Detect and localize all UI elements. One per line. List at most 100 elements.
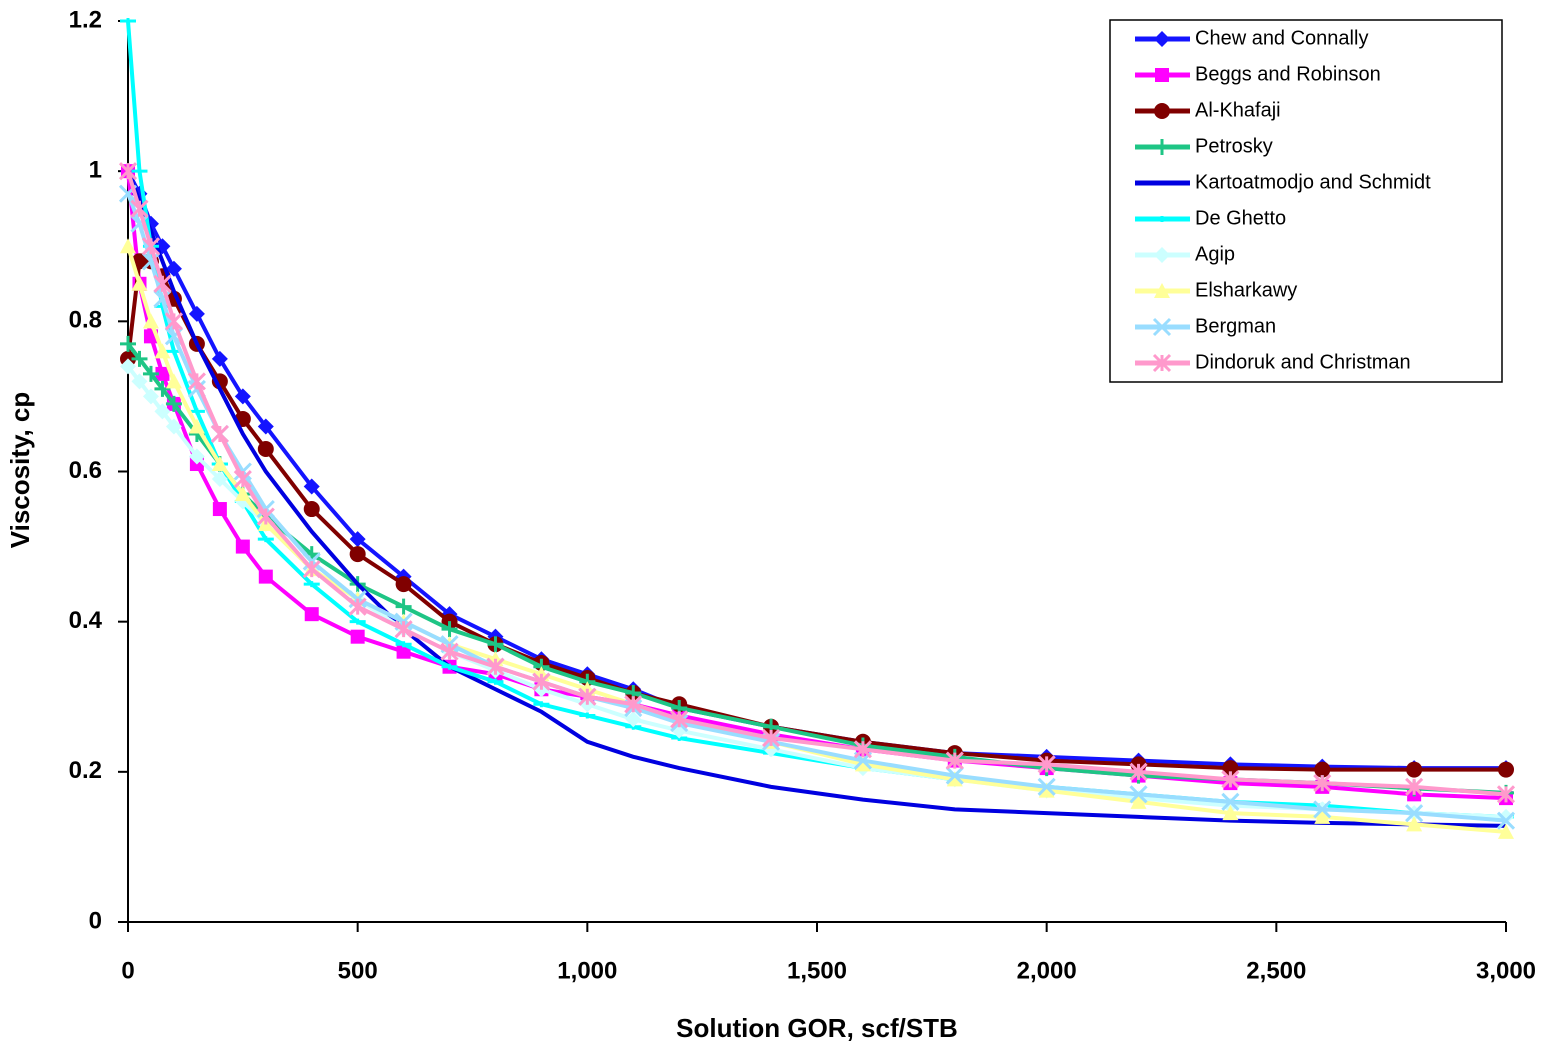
- legend-label: Dindoruk and Christman: [1195, 351, 1411, 373]
- x-tick-label: 2,000: [1017, 957, 1077, 984]
- x-tick-label: 0: [121, 957, 134, 984]
- marker: [853, 740, 872, 759]
- marker: [394, 620, 413, 639]
- marker: [1313, 774, 1332, 793]
- marker: [142, 313, 159, 329]
- marker: [188, 408, 205, 415]
- legend-label: Agip: [1195, 243, 1235, 265]
- x-tick-label: 500: [338, 957, 378, 984]
- marker: [257, 536, 274, 543]
- marker: [1405, 804, 1424, 823]
- legend-marker: [1152, 317, 1172, 337]
- marker: [625, 711, 642, 728]
- marker: [349, 546, 366, 563]
- y-tick-label: 1.2: [69, 6, 102, 33]
- series: [118, 162, 1516, 804]
- y-tick-label: 0: [89, 907, 102, 934]
- marker: [349, 618, 366, 625]
- legend-marker: [1154, 31, 1170, 47]
- marker: [120, 335, 136, 352]
- x-axis-title: Solution GOR, scf/STB: [676, 1013, 958, 1043]
- series: [126, 170, 1507, 828]
- marker: [487, 636, 504, 653]
- marker: [487, 678, 504, 685]
- series: [120, 335, 1514, 801]
- marker: [1129, 785, 1148, 804]
- marker: [1221, 792, 1240, 811]
- marker: [210, 424, 229, 444]
- marker: [302, 560, 321, 579]
- y-tick-label: 0.6: [69, 457, 102, 484]
- marker: [131, 168, 148, 175]
- series-line: [126, 342, 1507, 795]
- marker: [350, 629, 365, 644]
- marker: [1498, 823, 1514, 839]
- marker: [303, 501, 320, 518]
- marker: [1498, 761, 1514, 778]
- marker: [396, 644, 411, 659]
- marker: [234, 388, 251, 405]
- marker: [212, 502, 227, 517]
- legend-label: Chew and Connally: [1195, 27, 1368, 49]
- marker: [1496, 811, 1516, 830]
- marker: [118, 162, 138, 181]
- marker: [130, 199, 149, 218]
- marker: [945, 751, 964, 770]
- marker: [1405, 777, 1424, 796]
- marker: [762, 728, 781, 748]
- legend-marker: [1152, 353, 1172, 373]
- marker: [120, 18, 136, 24]
- marker: [1314, 808, 1331, 824]
- legend: Chew and Connally Beggs and Robinson Al-Kh…: [1109, 19, 1503, 383]
- marker: [486, 657, 505, 676]
- marker: [1314, 761, 1331, 778]
- marker: [120, 238, 136, 254]
- marker: [1221, 770, 1240, 789]
- marker: [154, 403, 171, 420]
- marker: [165, 373, 182, 389]
- marker: [349, 531, 366, 548]
- marker: [165, 418, 182, 435]
- marker: [1496, 785, 1516, 804]
- marker: [154, 380, 171, 397]
- marker: [624, 695, 643, 714]
- marker: [141, 237, 161, 256]
- series-line: [126, 170, 1507, 828]
- marker: [533, 701, 550, 708]
- x-tick-label: 2,500: [1246, 957, 1306, 984]
- marker: [1129, 762, 1148, 781]
- x-tick-label: 3,000: [1476, 957, 1536, 984]
- marker: [348, 597, 367, 616]
- marker: [441, 621, 458, 638]
- marker: [304, 607, 319, 622]
- marker: [258, 569, 273, 584]
- marker: [211, 350, 228, 367]
- marker: [233, 469, 252, 489]
- marker: [187, 372, 206, 391]
- marker: [670, 710, 689, 729]
- marker: [578, 687, 597, 706]
- legend-marker: [1154, 216, 1170, 222]
- legend-marker: [1154, 103, 1170, 119]
- y-tick-label: 0.2: [69, 757, 102, 784]
- marker: [211, 471, 228, 488]
- marker: [303, 478, 320, 495]
- y-tick-label: 0.8: [69, 307, 102, 334]
- marker: [1130, 793, 1147, 809]
- marker: [235, 539, 250, 554]
- marker: [165, 260, 182, 277]
- marker: [257, 418, 274, 435]
- legend-label: Bergman: [1195, 315, 1276, 337]
- legend-marker: [1154, 247, 1170, 263]
- marker: [131, 373, 148, 390]
- marker: [854, 756, 871, 772]
- marker: [440, 642, 459, 661]
- marker: [234, 486, 251, 502]
- marker: [303, 581, 320, 588]
- marker: [1406, 816, 1423, 832]
- marker: [441, 663, 458, 670]
- legend-marker: [1154, 283, 1170, 298]
- y-tick-label: 1: [89, 157, 102, 184]
